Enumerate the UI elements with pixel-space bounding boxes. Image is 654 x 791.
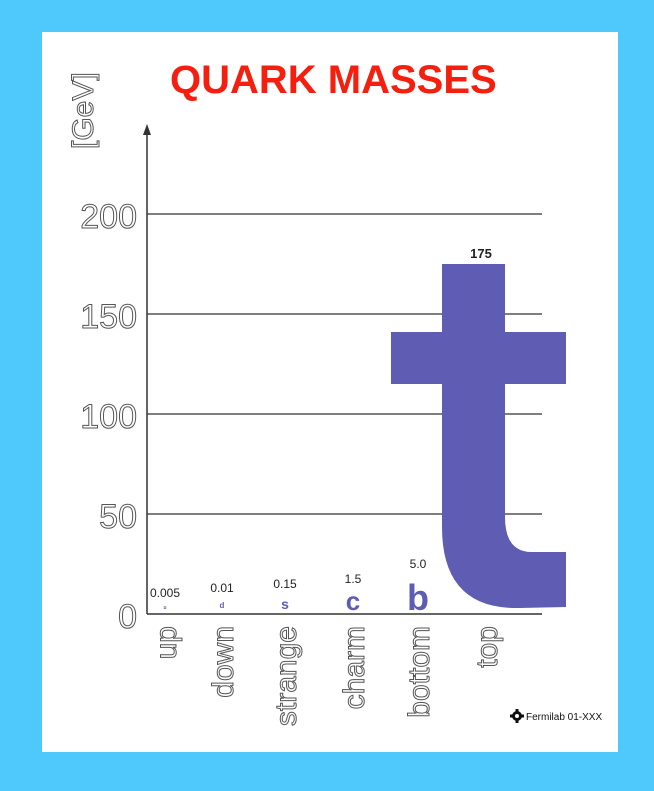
y-axis-label: [GeV] bbox=[67, 72, 100, 149]
quark-mark-charm: c bbox=[346, 586, 360, 616]
category-label-up: up bbox=[150, 626, 183, 659]
category-labels: up down strange charm bottom top bbox=[150, 626, 505, 727]
y-tick-label: 200 bbox=[80, 198, 137, 236]
value-label: 5.0 bbox=[410, 557, 427, 571]
y-tick-labels: 0 50 100 150 200 bbox=[80, 198, 138, 637]
quark-mass-chart: 0 50 100 150 200 u d s c b 0.005 0.01 0.15 1.5 5.0 17… bbox=[67, 58, 603, 727]
quark-mark-top bbox=[391, 264, 566, 609]
fermilab-logo-icon bbox=[510, 709, 524, 723]
quark-mark-bottom: b bbox=[407, 577, 429, 618]
category-label-strange: strange bbox=[270, 626, 303, 726]
value-labels: 0.005 0.01 0.15 1.5 5.0 175 bbox=[150, 246, 492, 600]
quark-mark-up: u bbox=[163, 605, 166, 611]
category-label-top: top bbox=[471, 626, 504, 668]
y-tick-label: 0 bbox=[118, 598, 137, 636]
value-label: 0.01 bbox=[210, 581, 234, 595]
value-label: 1.5 bbox=[345, 572, 362, 586]
category-label-bottom: bottom bbox=[403, 626, 436, 718]
category-label-charm: charm bbox=[338, 626, 371, 709]
value-label: 0.15 bbox=[273, 577, 297, 591]
quark-mark-down: d bbox=[220, 601, 225, 610]
credit: Fermilab 01-XXX bbox=[510, 709, 602, 723]
value-label: 175 bbox=[470, 246, 492, 261]
chart-card: 0 50 100 150 200 u d s c b 0.005 0.01 0.15 1.5 5.0 17… bbox=[42, 32, 618, 752]
axes bbox=[143, 124, 542, 615]
credit-text: Fermilab 01-XXX bbox=[526, 712, 602, 723]
value-label: 0.005 bbox=[150, 586, 180, 600]
y-tick-label: 50 bbox=[99, 498, 137, 536]
chart-title: QUARK MASSES bbox=[170, 58, 497, 102]
y-tick-label: 100 bbox=[80, 398, 137, 436]
category-label-down: down bbox=[207, 626, 240, 698]
y-axis-arrow bbox=[143, 124, 151, 135]
quark-mark-strange: s bbox=[281, 596, 289, 612]
y-tick-label: 150 bbox=[80, 298, 137, 336]
